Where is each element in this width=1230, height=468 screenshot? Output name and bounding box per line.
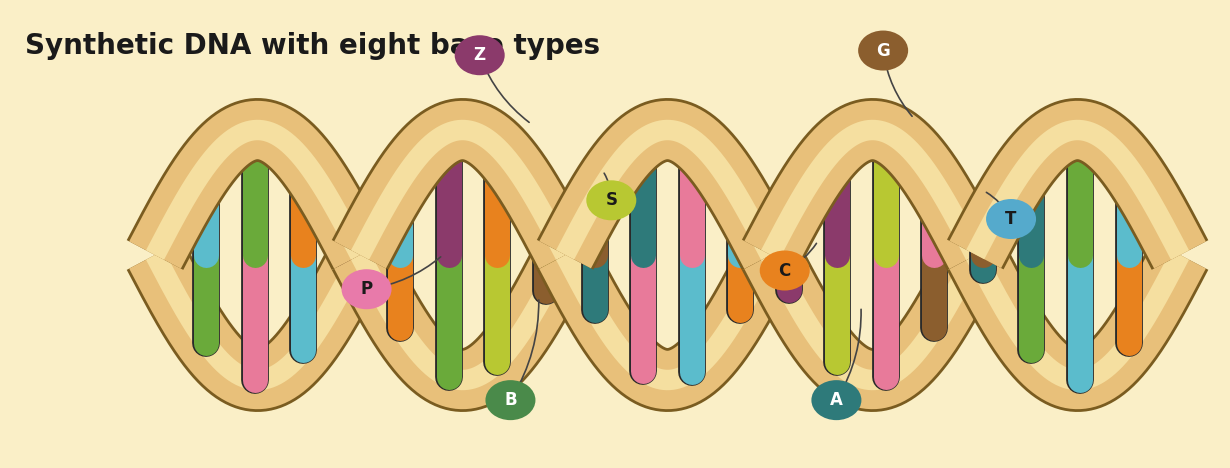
Ellipse shape	[812, 380, 861, 420]
Ellipse shape	[587, 180, 636, 220]
Text: S: S	[605, 191, 617, 209]
Text: A: A	[830, 391, 843, 409]
Text: Z: Z	[474, 46, 486, 64]
Ellipse shape	[760, 250, 809, 291]
Text: G: G	[876, 42, 891, 59]
Text: Synthetic DNA with eight base types: Synthetic DNA with eight base types	[25, 32, 600, 60]
Ellipse shape	[486, 380, 535, 420]
Ellipse shape	[859, 30, 908, 71]
Text: P: P	[360, 280, 373, 298]
Text: C: C	[779, 262, 791, 279]
Ellipse shape	[986, 199, 1036, 239]
Text: T: T	[1005, 210, 1017, 228]
Ellipse shape	[342, 269, 391, 309]
Text: B: B	[504, 391, 517, 409]
Ellipse shape	[455, 35, 504, 75]
